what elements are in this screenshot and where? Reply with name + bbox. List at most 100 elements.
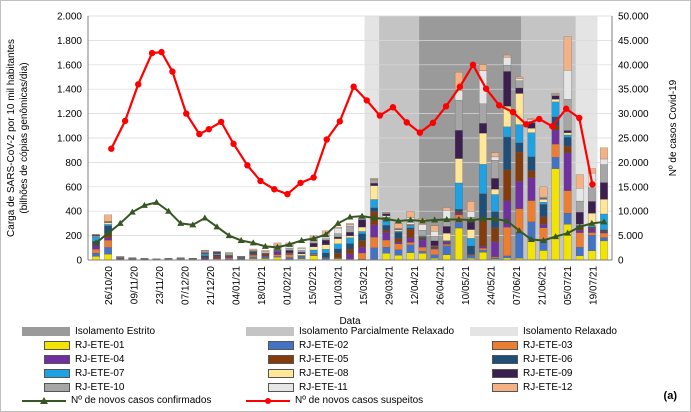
point-suspeitos xyxy=(169,68,176,75)
point-confirmados xyxy=(104,229,112,236)
point-confirmados xyxy=(92,239,100,246)
bar-segment xyxy=(104,240,113,248)
bar-segment xyxy=(370,207,379,212)
legend-confirmados: Nº de novos casos confirmados xyxy=(22,395,211,406)
point-suspeitos xyxy=(495,102,503,109)
point-confirmados xyxy=(527,236,535,243)
bar-segment xyxy=(261,250,270,252)
x-tick: 01/02/21 xyxy=(283,266,294,305)
bar-segment xyxy=(334,226,342,229)
point-suspeitos xyxy=(297,179,304,187)
bar-segment xyxy=(285,248,294,251)
bar-segment xyxy=(382,229,391,233)
point-confirmados xyxy=(334,219,342,226)
y-tick-left: 1.000 xyxy=(57,134,82,145)
bar-segment xyxy=(225,257,233,260)
y-tick-left: 200 xyxy=(65,231,82,242)
y-axis-left-title-line2: (bilhões de cópias genômicas/dia) xyxy=(19,62,30,213)
point-suspeitos xyxy=(363,97,370,104)
bar-segment xyxy=(563,130,572,133)
bar-segment xyxy=(575,212,584,225)
bar-segment xyxy=(346,224,354,227)
bar-segment xyxy=(418,230,427,237)
bar-segment xyxy=(600,229,608,231)
bar-segment xyxy=(575,188,584,202)
bar-segment xyxy=(104,247,113,255)
bar-segment xyxy=(551,168,560,261)
bar-segment xyxy=(600,232,608,238)
bar-segment xyxy=(249,251,258,254)
bar-segment xyxy=(430,248,439,256)
x-tick: 07/12/20 xyxy=(181,266,192,305)
point-confirmados xyxy=(322,231,330,238)
bar-segment xyxy=(273,251,282,255)
legend-label: Nº de novos casos suspeitos xyxy=(295,395,424,406)
bar-segment xyxy=(575,174,584,189)
bar-segment xyxy=(297,256,306,259)
y-tick-right: 45.000 xyxy=(618,36,649,47)
x-tick: 15/03/21 xyxy=(359,266,370,305)
bar-segment xyxy=(104,237,113,241)
bar-segment xyxy=(479,252,487,261)
bar-segment xyxy=(394,238,403,243)
bar-segment xyxy=(346,235,354,238)
bar-segment xyxy=(213,253,221,255)
bar-segment xyxy=(442,245,451,255)
bar-segment xyxy=(297,250,306,253)
legend-label: RJ-ETE-01 xyxy=(75,340,125,351)
bar-segment xyxy=(309,255,318,261)
bar-segment xyxy=(454,212,463,216)
bar-segment xyxy=(467,245,475,255)
bar-segment xyxy=(430,231,439,237)
bar-segment xyxy=(321,238,330,241)
point-suspeitos xyxy=(536,115,543,123)
point-confirmados xyxy=(153,198,161,205)
bar-segment xyxy=(491,227,499,242)
legend-line-confirmados xyxy=(22,396,66,404)
point-confirmados xyxy=(116,219,124,226)
x-tick: 21/06/21 xyxy=(538,266,549,305)
bar-segment xyxy=(370,179,379,184)
bar-segment xyxy=(346,248,354,254)
bar-segment xyxy=(563,212,572,225)
bar-segment xyxy=(382,247,391,254)
bar-segment xyxy=(539,250,548,261)
bar-segment xyxy=(92,245,100,250)
x-tick: 15/02/21 xyxy=(308,266,319,305)
point-suspeitos xyxy=(310,174,317,181)
bar-segment xyxy=(418,247,427,252)
point-confirmados xyxy=(455,215,463,222)
legend-label: RJ-ETE-07 xyxy=(75,368,125,379)
point-confirmados xyxy=(539,236,547,243)
point-suspeitos xyxy=(469,61,477,68)
y-tick-right: 50.000 xyxy=(618,12,649,23)
bar-segment xyxy=(104,214,113,222)
bar-segment xyxy=(515,181,524,209)
legend-suspeitos: Nº de novos casos suspeitos xyxy=(246,395,423,406)
bar-segment xyxy=(515,124,524,144)
bar-segment xyxy=(382,232,391,241)
bar-segment xyxy=(225,256,233,259)
bar-segment xyxy=(370,199,379,208)
bar-segment xyxy=(515,76,524,79)
bar-segment xyxy=(527,118,536,121)
bar-segment xyxy=(527,177,536,201)
bar-segment xyxy=(600,164,608,183)
bar-segment xyxy=(479,248,487,251)
point-suspeitos xyxy=(416,129,424,136)
bar-segment xyxy=(321,252,330,258)
point-confirmados xyxy=(431,216,439,223)
bar-segment xyxy=(261,255,270,257)
bar-segment xyxy=(418,238,427,241)
point-confirmados xyxy=(189,221,197,228)
bar-segment xyxy=(358,219,366,228)
bar-segment xyxy=(321,239,330,245)
point-suspeitos xyxy=(509,108,517,116)
legend-swatch xyxy=(268,383,294,392)
bar-segment xyxy=(491,257,499,260)
bar-segment xyxy=(454,222,463,229)
bar-segment xyxy=(587,168,596,174)
x-tick: 29/03/21 xyxy=(385,266,396,305)
bar-segment xyxy=(358,231,366,234)
bar-segment xyxy=(503,255,512,259)
